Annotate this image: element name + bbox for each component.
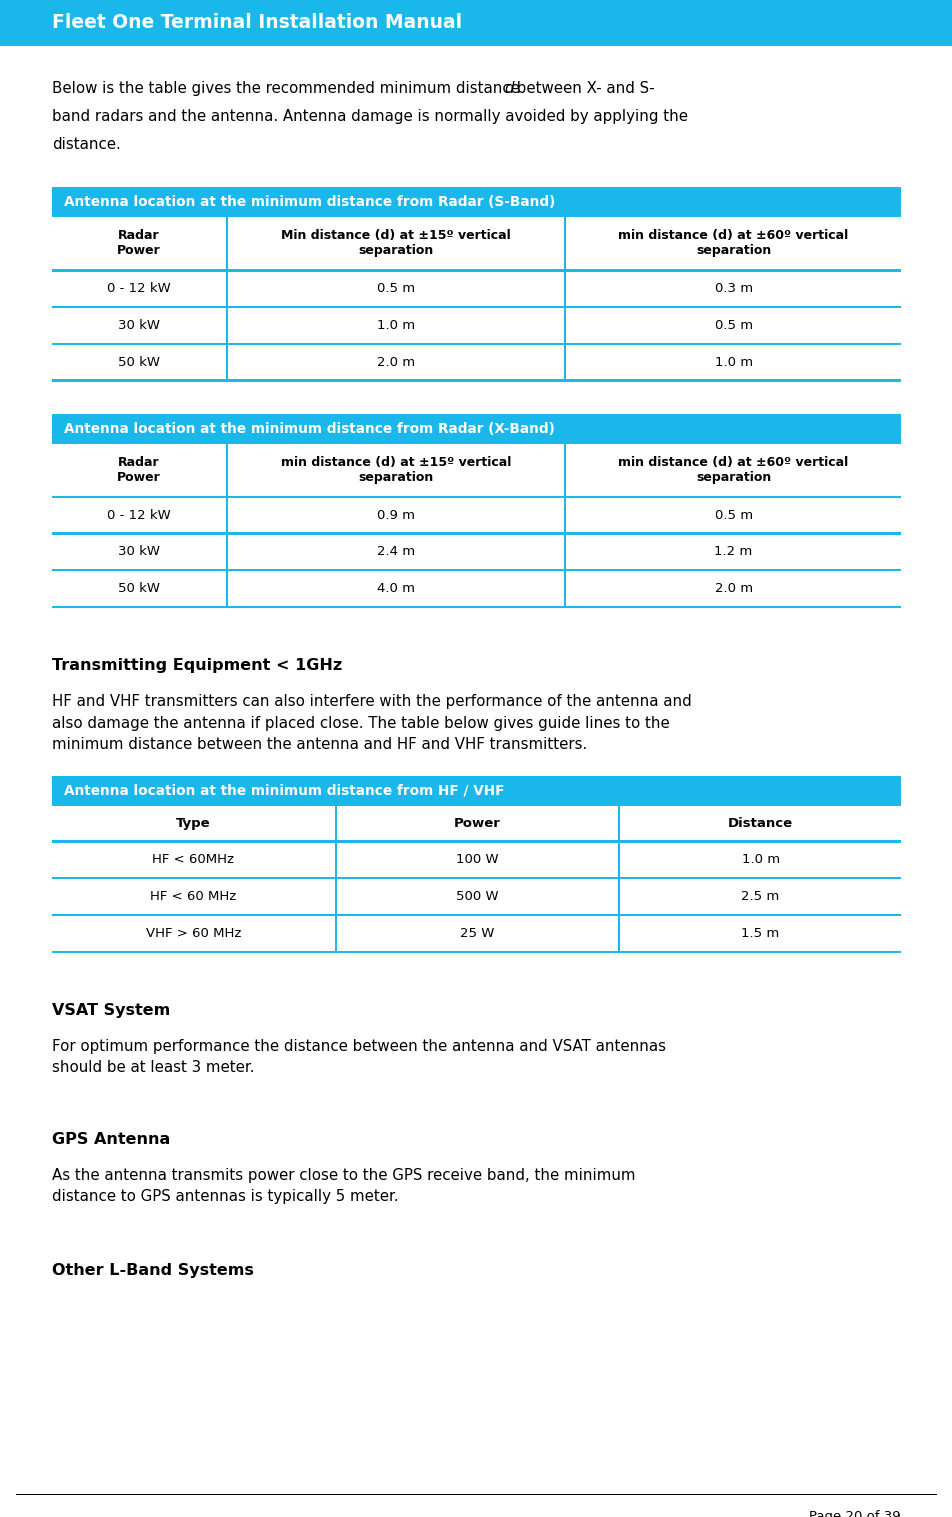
Bar (337, 916, 617, 951)
Bar (565, 217, 900, 270)
Text: 25 W: 25 W (460, 927, 494, 939)
Text: 0.5 m: 0.5 m (377, 282, 415, 296)
Bar (228, 572, 564, 605)
Text: 0 - 12 kW: 0 - 12 kW (107, 282, 170, 296)
Text: 30 kW: 30 kW (118, 319, 160, 332)
Bar (228, 272, 564, 306)
Text: Radar
Power: Radar Power (117, 229, 161, 258)
Text: Type: Type (176, 816, 210, 830)
Bar (52, 880, 335, 913)
Bar (52, 272, 226, 306)
Bar (228, 534, 564, 569)
Text: 30 kW: 30 kW (118, 545, 160, 558)
Text: 2.5 m: 2.5 m (741, 890, 779, 903)
Bar (52, 775, 900, 953)
Text: VSAT System: VSAT System (52, 1003, 170, 1018)
Bar (620, 880, 900, 913)
Bar (52, 916, 335, 951)
Bar (52, 344, 226, 379)
Text: Antenna location at the minimum distance from Radar (X-Band): Antenna location at the minimum distance… (64, 422, 554, 435)
Bar (620, 842, 900, 877)
Bar (565, 344, 900, 379)
Text: Antenna location at the minimum distance from Radar (S-Band): Antenna location at the minimum distance… (64, 196, 555, 209)
Text: 1.2 m: 1.2 m (714, 545, 752, 558)
Text: Below is the table gives the recommended minimum distance: Below is the table gives the recommended… (52, 80, 524, 96)
Bar (52, 308, 226, 343)
Bar (228, 344, 564, 379)
Text: 2.4 m: 2.4 m (377, 545, 415, 558)
Text: min distance (d) at ±15º vertical
separation: min distance (d) at ±15º vertical separa… (281, 455, 510, 484)
Text: As the antenna transmits power close to the GPS receive band, the minimum
distan: As the antenna transmits power close to … (52, 1168, 635, 1204)
Text: 500 W: 500 W (456, 890, 499, 903)
Bar (0, 0, 952, 46)
Bar (337, 880, 617, 913)
Text: min distance (d) at ±60º vertical
separation: min distance (d) at ±60º vertical separa… (618, 455, 848, 484)
Text: Power: Power (454, 816, 501, 830)
Bar (52, 187, 900, 382)
Text: between X- and S-: between X- and S- (511, 80, 654, 96)
Text: Antenna location at the minimum distance from HF / VHF: Antenna location at the minimum distance… (64, 784, 504, 798)
Text: 2.0 m: 2.0 m (377, 355, 415, 369)
Bar (565, 534, 900, 569)
Bar (565, 572, 900, 605)
Bar (337, 806, 617, 840)
Bar (52, 217, 226, 270)
Text: Transmitting Equipment < 1GHz: Transmitting Equipment < 1GHz (52, 658, 342, 674)
Bar (52, 572, 226, 605)
Text: 2.0 m: 2.0 m (714, 583, 752, 595)
Text: 1.0 m: 1.0 m (714, 355, 752, 369)
Text: Page 20 of 39: Page 20 of 39 (808, 1509, 900, 1517)
Bar (52, 498, 226, 532)
Text: 1.5 m: 1.5 m (741, 927, 779, 939)
Text: d: d (504, 80, 513, 96)
Text: VHF > 60 MHz: VHF > 60 MHz (146, 927, 241, 939)
Bar (337, 842, 617, 877)
Text: distance.: distance. (52, 137, 121, 152)
Bar (565, 308, 900, 343)
Bar (52, 414, 900, 608)
Text: 100 W: 100 W (456, 854, 499, 866)
Text: 1.0 m: 1.0 m (741, 854, 779, 866)
Text: Distance: Distance (727, 816, 792, 830)
Bar (52, 443, 226, 496)
Bar (620, 916, 900, 951)
Text: 50 kW: 50 kW (118, 583, 160, 595)
Text: GPS Antenna: GPS Antenna (52, 1132, 170, 1147)
Bar (620, 806, 900, 840)
Bar (565, 272, 900, 306)
Text: 0.5 m: 0.5 m (714, 508, 752, 522)
Text: 50 kW: 50 kW (118, 355, 160, 369)
Text: For optimum performance the distance between the antenna and VSAT antennas
shoul: For optimum performance the distance bet… (52, 1039, 665, 1076)
Text: 0.5 m: 0.5 m (714, 319, 752, 332)
Text: 4.0 m: 4.0 m (377, 583, 415, 595)
Bar (228, 443, 564, 496)
Bar (52, 806, 335, 840)
Bar (565, 443, 900, 496)
Text: band radars and the antenna. Antenna damage is normally avoided by applying the: band radars and the antenna. Antenna dam… (52, 109, 687, 124)
Text: HF < 60 MHz: HF < 60 MHz (150, 890, 236, 903)
Text: 1.0 m: 1.0 m (377, 319, 415, 332)
Bar (52, 534, 226, 569)
Bar (228, 217, 564, 270)
Bar (565, 498, 900, 532)
Text: Min distance (d) at ±15º vertical
separation: Min distance (d) at ±15º vertical separa… (281, 229, 510, 258)
Text: Other L-Band Systems: Other L-Band Systems (52, 1262, 253, 1277)
Text: Radar
Power: Radar Power (117, 455, 161, 484)
Text: 0.9 m: 0.9 m (377, 508, 415, 522)
Text: Fleet One Terminal Installation Manual: Fleet One Terminal Installation Manual (52, 14, 462, 32)
Bar (52, 842, 335, 877)
Text: HF and VHF transmitters can also interfere with the performance of the antenna a: HF and VHF transmitters can also interfe… (52, 693, 691, 752)
Text: min distance (d) at ±60º vertical
separation: min distance (d) at ±60º vertical separa… (618, 229, 848, 258)
Text: 0.3 m: 0.3 m (714, 282, 752, 296)
Text: 0 - 12 kW: 0 - 12 kW (107, 508, 170, 522)
Bar (228, 308, 564, 343)
Bar (228, 498, 564, 532)
Text: HF < 60MHz: HF < 60MHz (152, 854, 234, 866)
